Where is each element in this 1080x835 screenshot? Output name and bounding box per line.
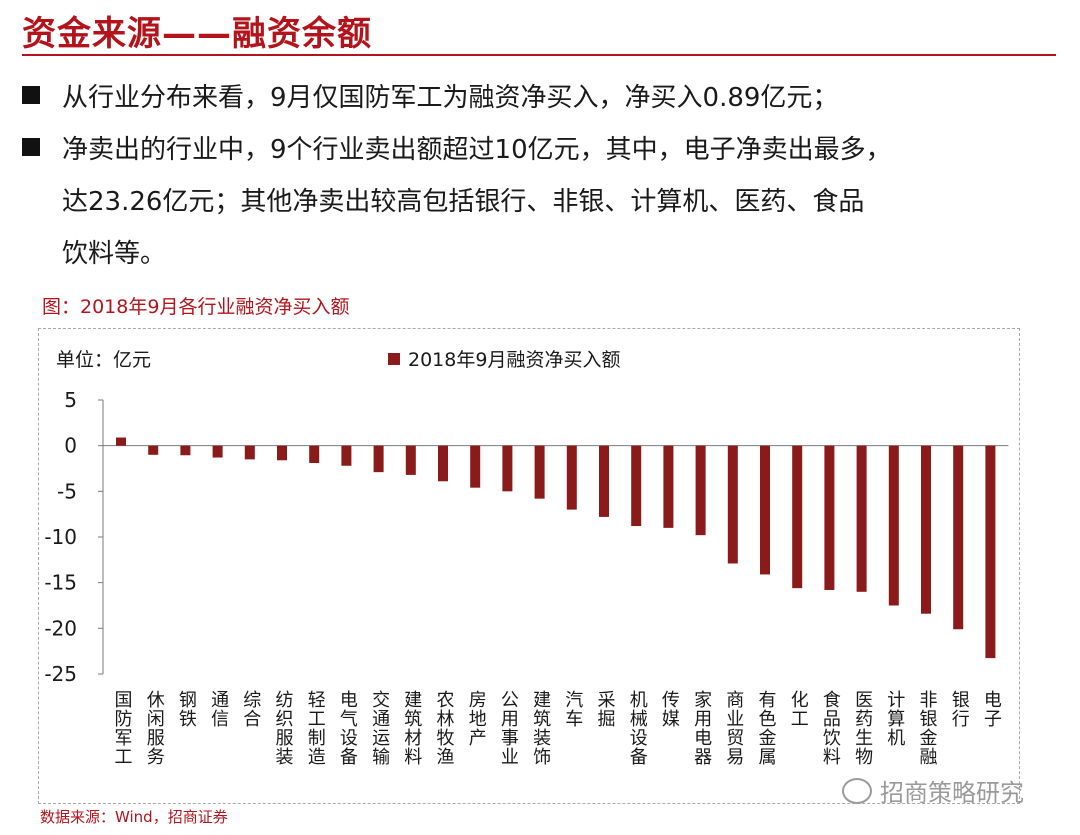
- category-label: 钢铁: [176, 690, 197, 728]
- bullet-2: 净卖出的行业中，9个行业卖出额超过10亿元，其中，电子净卖出最多， 达23.26…: [22, 124, 1062, 280]
- category-label: 综合: [240, 690, 261, 728]
- bar-2: [148, 445, 159, 455]
- chart-caption: 图：2018年9月各行业融资净买入额: [42, 296, 350, 318]
- category-label: 有色金属: [756, 690, 777, 766]
- category-label: 公用事业: [498, 690, 519, 766]
- bar-10: [405, 445, 416, 475]
- wechat-icon: [842, 777, 872, 804]
- watermark: 招商策略研究: [842, 773, 1024, 808]
- category-label: 银行: [949, 690, 970, 728]
- category-label: 通信: [208, 690, 229, 728]
- bar-5: [244, 445, 255, 460]
- category-label: 电气设备: [337, 690, 358, 766]
- category-label: 休闲服务: [144, 690, 165, 766]
- legend-label: 2018年9月融资净买入额: [408, 349, 621, 371]
- bar-16: [599, 445, 609, 517]
- category-label: 传媒: [659, 690, 680, 728]
- category-label: 化工: [788, 690, 809, 728]
- bullet-2-line-1: 净卖出的行业中，9个行业卖出额超过10亿元，其中，电子净卖出最多，: [62, 135, 892, 165]
- bar-18: [663, 445, 674, 528]
- y-tick-label: -5: [57, 479, 77, 503]
- bullet-square-icon: [22, 86, 40, 104]
- category-label: 医药生物: [852, 690, 873, 766]
- bar-4: [212, 445, 223, 458]
- category-label: 交通运输: [369, 690, 390, 766]
- watermark-text: 招商策略研究: [880, 779, 1024, 807]
- y-tick-label: 5: [64, 388, 77, 412]
- bullet-2-line-3: 饮料等。: [62, 239, 167, 269]
- category-label: 建筑装饰: [530, 690, 551, 766]
- category-label: 纺织服装: [273, 690, 294, 766]
- bar-24: [856, 445, 867, 592]
- title-divider: [22, 54, 1056, 56]
- page-title: 资金来源——融资余额: [22, 14, 372, 54]
- data-source: 数据来源：Wind，招商证券: [40, 808, 228, 826]
- bar-11: [438, 445, 448, 482]
- bar-23: [824, 445, 835, 590]
- chart-unit-label: 单位：亿元: [56, 349, 152, 371]
- category-label: 农林牧渔: [434, 690, 455, 766]
- bar-13: [502, 445, 513, 492]
- category-label: 家用电器: [691, 690, 712, 766]
- y-tick-label: -10: [44, 525, 77, 549]
- bar-8: [341, 445, 352, 466]
- bar-20: [727, 445, 738, 564]
- category-label: 计算机: [884, 690, 905, 747]
- bar-28: [985, 445, 996, 659]
- y-tick-label: -25: [44, 662, 77, 686]
- bar-14: [534, 445, 545, 499]
- chart-legend: 2018年9月融资净买入额: [388, 345, 620, 372]
- bullet-square-icon: [22, 138, 40, 156]
- bar-1: [116, 437, 126, 446]
- bar-12: [470, 445, 481, 488]
- bar-22: [792, 445, 803, 589]
- legend-swatch: [388, 352, 400, 365]
- bullet-2-line-2: 达23.26亿元；其他净卖出较高包括银行、非银、计算机、医药、食品: [62, 187, 865, 217]
- category-label: 国防军工: [112, 690, 133, 766]
- bar-27: [953, 445, 964, 630]
- bar-3: [180, 445, 191, 456]
- bar-26: [921, 445, 931, 614]
- bar-21: [760, 445, 770, 575]
- bar-15: [566, 445, 577, 510]
- bullet-1: 从行业分布来看，9月仅国防军工为融资净买入，净买入0.89亿元；: [22, 72, 1062, 124]
- bar-25: [888, 445, 899, 606]
- category-label: 汽车: [562, 690, 583, 728]
- y-tick-label: 0: [64, 434, 77, 458]
- category-label: 商业贸易: [723, 690, 744, 766]
- bullet-1-text: 从行业分布来看，9月仅国防军工为融资净买入，净买入0.89亿元；: [62, 83, 839, 113]
- bar-9: [373, 445, 384, 473]
- category-label: 建筑材料: [401, 690, 422, 766]
- category-label: 房地产: [466, 690, 487, 747]
- category-label: 采掘: [595, 690, 616, 728]
- chart-frame: [38, 328, 1020, 804]
- category-label: 食品饮料: [820, 690, 841, 766]
- category-label: 轻工制造: [305, 690, 326, 766]
- category-label: 机械设备: [627, 690, 648, 766]
- bar-6: [277, 445, 287, 461]
- bar-19: [695, 445, 706, 536]
- y-tick-label: -15: [44, 571, 77, 595]
- category-label: 非银金融: [917, 690, 938, 766]
- category-label: 电子: [981, 690, 1002, 728]
- bar-17: [631, 445, 642, 527]
- y-tick-label: -20: [44, 616, 77, 640]
- bar-7: [309, 445, 320, 464]
